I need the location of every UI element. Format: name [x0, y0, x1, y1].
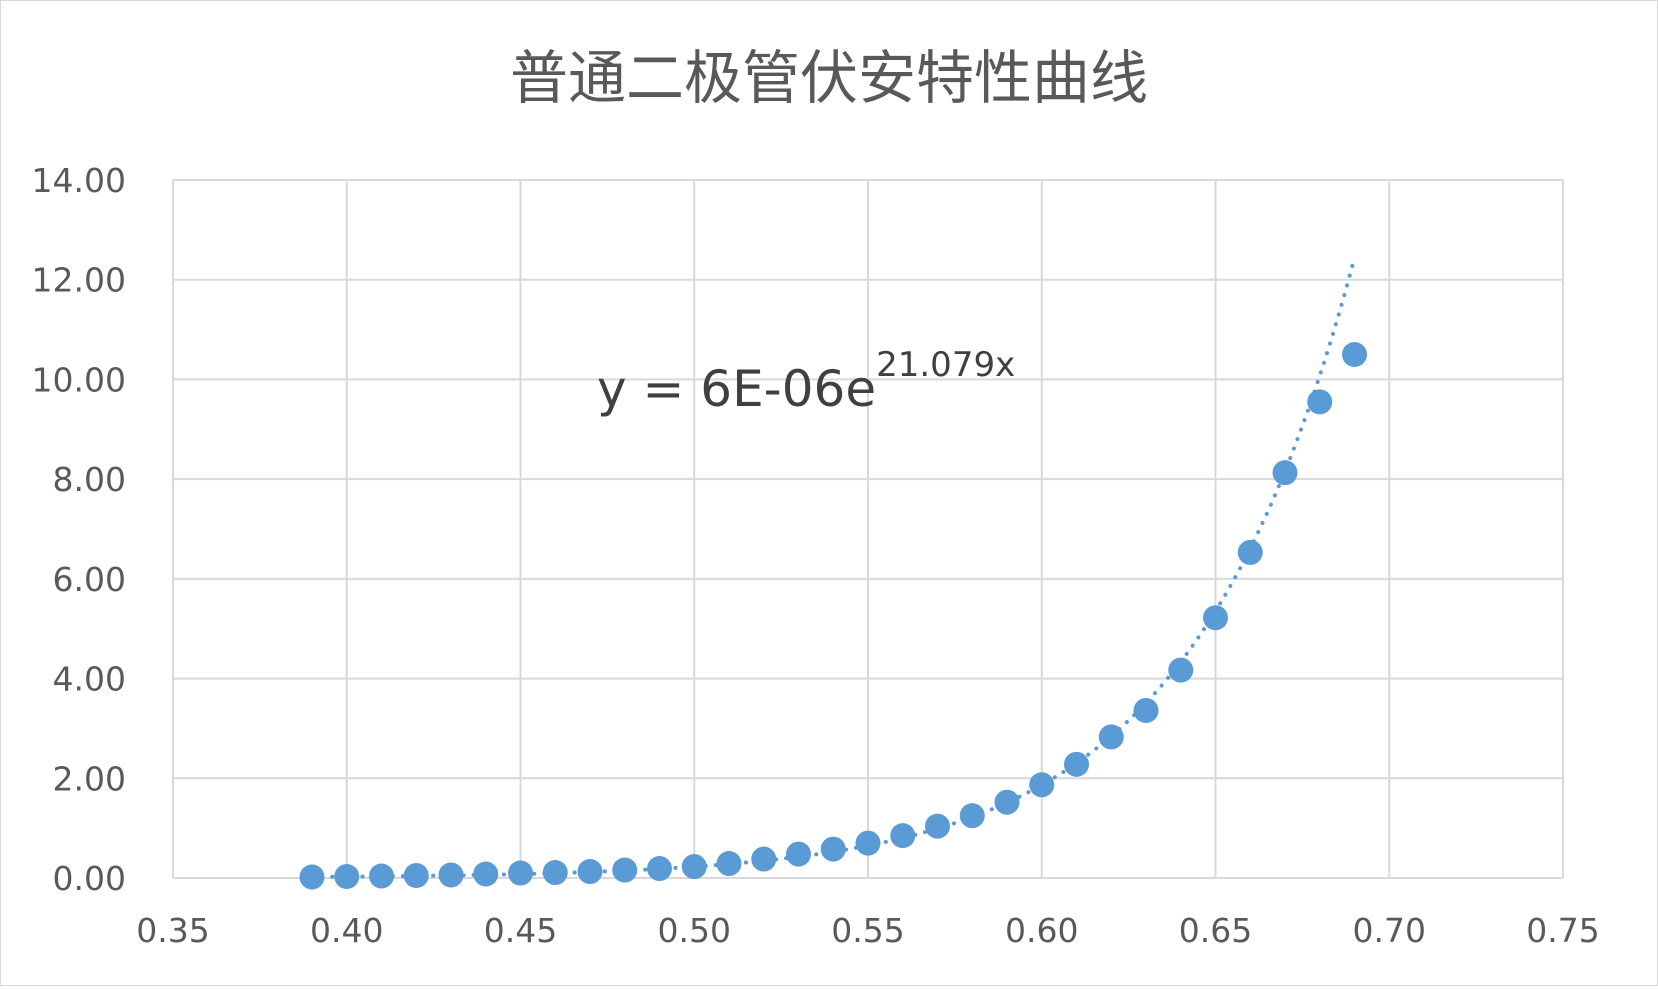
x-axis-tick-labels: 0.35 0.40 0.45 0.50 0.55 0.60 0.65 0.70 0.75: [136, 911, 1599, 950]
y-tick-label: 12.00: [32, 261, 126, 300]
data-point: [1064, 751, 1089, 777]
data-point: [508, 860, 533, 886]
data-point: [1237, 539, 1263, 565]
x-tick-label: 0.40: [310, 911, 383, 950]
data-point: [925, 813, 950, 839]
y-tick-label: 14.00: [32, 161, 126, 200]
x-tick-label: 0.55: [831, 911, 904, 950]
data-point: [403, 863, 429, 889]
data-point: [959, 803, 985, 829]
data-point: [1272, 460, 1298, 486]
x-tick-label: 0.65: [1179, 911, 1252, 950]
data-point: [1307, 389, 1333, 415]
data-point: [716, 851, 742, 877]
y-tick-label: 2.00: [53, 759, 126, 798]
equation-base: y = 6E-06e: [597, 360, 876, 418]
data-point: [334, 864, 360, 890]
trendline-group: [310, 255, 1357, 879]
data-point: [438, 862, 464, 888]
data-point: [994, 789, 1020, 815]
trendline: [310, 255, 1357, 879]
y-tick-label: 8.00: [53, 460, 126, 499]
data-point: [647, 856, 672, 882]
y-tick-label: 6.00: [53, 560, 126, 599]
data-point: [473, 861, 499, 887]
data-points: [299, 342, 1367, 890]
data-point: [299, 864, 325, 890]
y-tick-label: 4.00: [53, 660, 126, 699]
trendline-equation: y = 6E-06e21.079x: [597, 345, 1015, 418]
data-point: [1029, 772, 1055, 798]
data-point: [855, 830, 881, 856]
x-tick-label: 0.35: [136, 911, 209, 950]
data-point: [681, 854, 707, 880]
y-tick-label: 0.00: [53, 859, 126, 898]
data-point: [751, 846, 777, 872]
chart-title: 普通二极管伏安特性曲线: [510, 44, 1148, 112]
data-point: [369, 863, 394, 889]
data-point: [1203, 605, 1228, 631]
x-tick-label: 0.75: [1526, 911, 1599, 950]
gridlines: [172, 179, 1564, 878]
y-tick-label: 10.00: [32, 360, 126, 399]
data-point: [786, 841, 811, 867]
x-tick-label: 0.70: [1353, 911, 1426, 950]
data-point: [820, 836, 846, 862]
data-point: [1168, 657, 1194, 683]
data-point: [612, 857, 638, 883]
data-point: [1098, 724, 1124, 750]
x-tick-label: 0.45: [484, 911, 557, 950]
x-tick-label: 0.60: [1005, 911, 1078, 950]
data-point: [1342, 342, 1367, 367]
y-axis-tick-labels: 0.00 2.00 4.00 6.00 8.00 10.00 12.00 14.00: [32, 161, 126, 898]
data-point: [1133, 697, 1159, 723]
data-point: [542, 860, 568, 886]
data-point: [890, 823, 916, 849]
equation-exponent: 21.079x: [876, 345, 1015, 385]
x-tick-label: 0.50: [658, 911, 731, 950]
data-point: [577, 859, 603, 885]
